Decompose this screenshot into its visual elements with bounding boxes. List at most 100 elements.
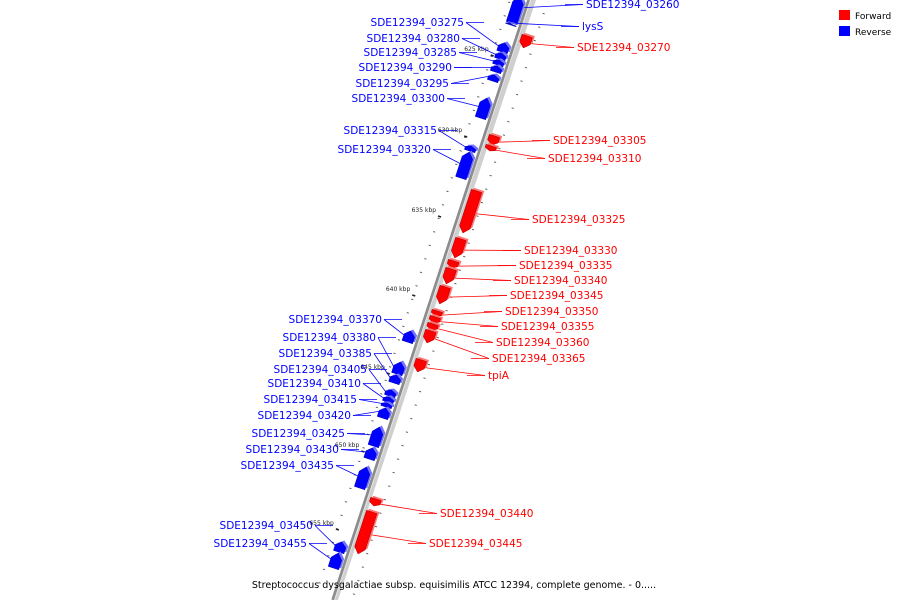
gene-label[interactable]: SDE12394_03340 bbox=[514, 275, 607, 287]
gene-sde12394-03425[interactable] bbox=[367, 425, 386, 449]
gene-arrow[interactable] bbox=[487, 133, 501, 146]
gene-arrow[interactable] bbox=[401, 330, 415, 345]
gene-label[interactable]: SDE12394_03450 bbox=[220, 520, 313, 532]
gene-label[interactable]: SDE12394_03275 bbox=[371, 17, 464, 29]
gene-arrow[interactable] bbox=[451, 236, 467, 259]
gene-arrow[interactable] bbox=[505, 0, 524, 26]
gene-sde12394-03410[interactable] bbox=[382, 395, 397, 405]
gene-lyss[interactable] bbox=[505, 21, 519, 28]
gene-sde12394-03360[interactable] bbox=[426, 320, 441, 331]
gene-arrow[interactable] bbox=[428, 314, 442, 324]
gene-label[interactable]: SDE12394_03380 bbox=[283, 332, 376, 344]
gene-label[interactable]: SDE12394_03440 bbox=[440, 508, 533, 520]
gene-sde12394-03405[interactable] bbox=[384, 388, 399, 399]
gene-arrow[interactable] bbox=[519, 33, 533, 49]
gene-arrow[interactable] bbox=[413, 357, 427, 373]
gene-sde12394-03435[interactable] bbox=[354, 465, 373, 491]
gene-sde12394-03440[interactable] bbox=[369, 495, 384, 507]
gene-label[interactable]: SDE12394_03295 bbox=[356, 78, 449, 90]
gene-sde12394-03280[interactable] bbox=[494, 51, 509, 62]
gene-label[interactable]: SDE12394_03260 bbox=[586, 0, 679, 11]
gene-arrow[interactable] bbox=[459, 188, 483, 234]
gene-arrow[interactable] bbox=[474, 97, 491, 121]
gene-arrow[interactable] bbox=[486, 74, 500, 84]
gene-sde12394-03290[interactable] bbox=[489, 64, 505, 75]
gene-arrow[interactable] bbox=[380, 402, 393, 410]
gene-sde12394-03330[interactable] bbox=[451, 235, 469, 259]
gene-label[interactable]: SDE12394_03370 bbox=[289, 314, 382, 326]
gene-label[interactable]: SDE12394_03290 bbox=[359, 62, 452, 74]
gene-arrow[interactable] bbox=[354, 509, 378, 555]
gene-sde12394-03260[interactable] bbox=[505, 0, 526, 26]
gene-sde12394-03445[interactable] bbox=[354, 508, 380, 555]
gene-sde12394-03450[interactable] bbox=[333, 540, 349, 555]
gene-arrow[interactable] bbox=[455, 151, 473, 181]
gene-arrow[interactable] bbox=[436, 284, 451, 305]
gene-label[interactable]: SDE12394_03300 bbox=[352, 93, 445, 105]
gene-arrow[interactable] bbox=[484, 143, 497, 152]
gene-sde12394-03300[interactable] bbox=[474, 96, 493, 121]
gene-arrow[interactable] bbox=[388, 374, 401, 386]
gene-label[interactable]: SDE12394_03320 bbox=[338, 144, 431, 156]
gene-sde12394-03270[interactable] bbox=[519, 32, 535, 49]
gene-sde12394-03285[interactable] bbox=[492, 58, 507, 68]
gene-arrow[interactable] bbox=[464, 145, 477, 154]
gene-sde12394-03305[interactable] bbox=[487, 132, 503, 146]
gene-sde12394-03310[interactable] bbox=[484, 142, 499, 152]
gene-arrow[interactable] bbox=[333, 541, 347, 555]
gene-arrow[interactable] bbox=[442, 266, 457, 285]
gene-label[interactable]: SDE12394_03435 bbox=[241, 460, 334, 472]
gene-arrow[interactable] bbox=[505, 22, 517, 28]
gene-sde12394-03365[interactable] bbox=[423, 327, 439, 344]
gene-label[interactable]: SDE12394_03330 bbox=[524, 245, 617, 257]
gene-label[interactable]: SDE12394_03415 bbox=[264, 394, 357, 406]
gene-label[interactable]: lysS bbox=[582, 21, 604, 33]
gene-label[interactable]: SDE12394_03360 bbox=[496, 337, 589, 349]
gene-sde12394-03315[interactable] bbox=[464, 144, 479, 154]
gene-label[interactable]: SDE12394_03410 bbox=[268, 378, 361, 390]
gene-sde12394-03275[interactable] bbox=[496, 41, 512, 55]
gene-label[interactable]: SDE12394_03385 bbox=[279, 348, 372, 360]
gene-label[interactable]: SDE12394_03270 bbox=[577, 42, 670, 54]
gene-sde12394-03380[interactable] bbox=[391, 360, 407, 377]
gene-label[interactable]: SDE12394_03365 bbox=[492, 353, 585, 365]
gene-sde12394-03320[interactable] bbox=[455, 150, 476, 181]
gene-label[interactable]: SDE12394_03425 bbox=[252, 428, 345, 440]
gene-features[interactable] bbox=[327, 0, 535, 571]
gene-sde12394-03345[interactable] bbox=[436, 283, 453, 305]
gene-arrow[interactable] bbox=[426, 321, 439, 331]
gene-arrow[interactable] bbox=[369, 496, 382, 507]
gene-sde12394-03355[interactable] bbox=[428, 313, 444, 324]
gene-tpia[interactable] bbox=[413, 356, 430, 373]
gene-arrow[interactable] bbox=[376, 407, 390, 421]
gene-sde12394-03295[interactable] bbox=[486, 73, 502, 84]
gene-label[interactable]: SDE12394_03315 bbox=[344, 125, 437, 137]
gene-arrow[interactable] bbox=[494, 52, 507, 62]
gene-label[interactable]: tpiA bbox=[488, 370, 510, 382]
gene-sde12394-03420[interactable] bbox=[376, 406, 393, 421]
gene-label[interactable]: SDE12394_03325 bbox=[532, 214, 625, 226]
gene-label[interactable]: SDE12394_03305 bbox=[553, 135, 646, 147]
gene-arrow[interactable] bbox=[327, 552, 342, 571]
gene-arrow[interactable] bbox=[354, 466, 371, 491]
gene-arrow[interactable] bbox=[367, 426, 384, 449]
gene-label[interactable]: SDE12394_03445 bbox=[429, 538, 522, 550]
gene-arrow[interactable] bbox=[496, 42, 510, 55]
gene-sde12394-03335[interactable] bbox=[446, 257, 462, 269]
gene-sde12394-03370[interactable] bbox=[401, 329, 418, 345]
gene-sde12394-03325[interactable] bbox=[459, 187, 485, 234]
gene-arrow[interactable] bbox=[391, 361, 405, 377]
gene-label[interactable]: SDE12394_03455 bbox=[214, 538, 307, 550]
gene-arrow[interactable] bbox=[492, 59, 505, 68]
gene-arrow[interactable] bbox=[489, 65, 503, 75]
gene-sde12394-03385[interactable] bbox=[388, 373, 404, 386]
gene-sde12394-03415[interactable] bbox=[380, 401, 395, 410]
gene-arrow[interactable] bbox=[384, 389, 397, 399]
gene-sde12394-03340[interactable] bbox=[442, 265, 459, 285]
gene-label[interactable]: SDE12394_03420 bbox=[258, 410, 351, 422]
gene-label[interactable]: SDE12394_03355 bbox=[501, 321, 594, 333]
gene-label[interactable]: SDE12394_03405 bbox=[274, 364, 367, 376]
gene-arrow[interactable] bbox=[423, 328, 437, 344]
gene-sde12394-03455[interactable] bbox=[327, 551, 345, 571]
